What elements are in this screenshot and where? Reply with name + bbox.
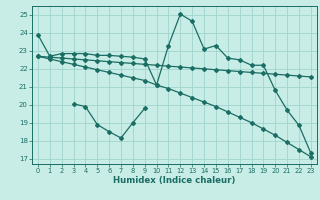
X-axis label: Humidex (Indice chaleur): Humidex (Indice chaleur) (113, 176, 236, 185)
